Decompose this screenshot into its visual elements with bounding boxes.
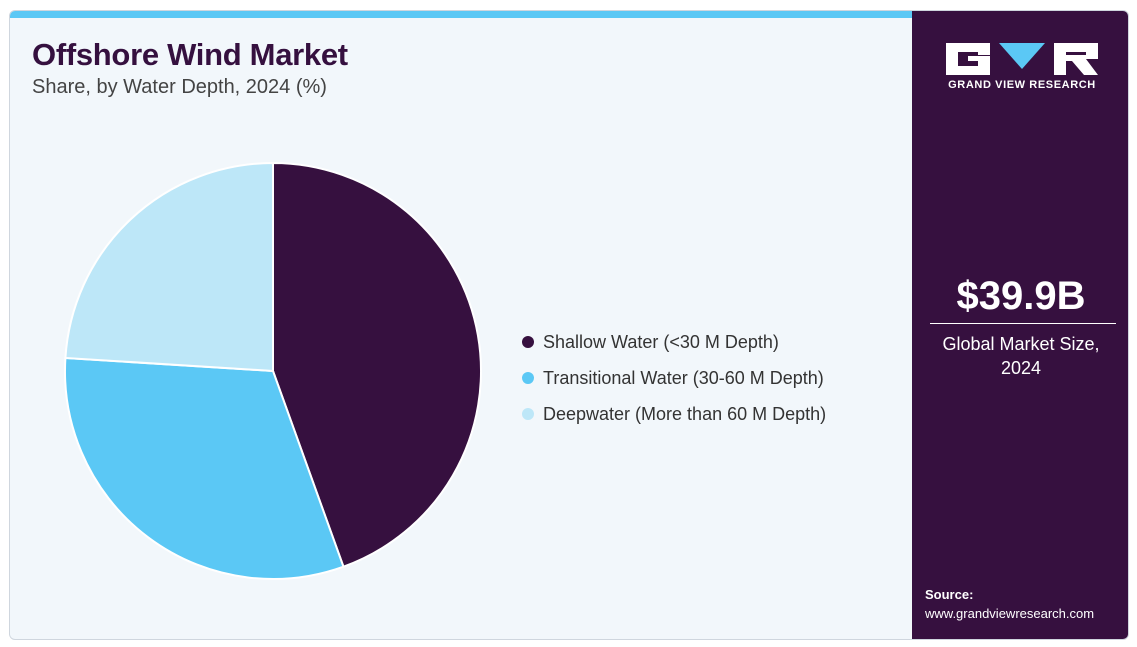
pie-chart — [64, 161, 482, 580]
legend-marker-deepwater — [522, 408, 534, 420]
logo-mark-icon — [946, 43, 1098, 75]
legend-label-shallow: Shallow Water (<30 M Depth) — [543, 331, 779, 352]
source-link[interactable]: www.grandviewresearch.com — [925, 606, 1095, 621]
market-size-label: Global Market Size, 2024 — [942, 334, 1100, 378]
chart-card: Offshore Wind Market Share, by Water Dep… — [9, 10, 1129, 640]
brand-logo: GRAND VIEW RESEARCH — [944, 41, 1100, 101]
legend-item-transitional: Transitional Water (30-60 M Depth) — [522, 360, 826, 396]
legend-marker-shallow — [522, 336, 534, 348]
summary-panel: GRAND VIEW RESEARCH $39.9B Global Market… — [912, 11, 1128, 639]
chart-title: Offshore Wind Market — [32, 37, 348, 72]
divider — [930, 323, 1116, 324]
chart-subtitle: Share, by Water Depth, 2024 (%) — [32, 76, 327, 98]
legend-label-transitional: Transitional Water (30-60 M Depth) — [543, 367, 824, 388]
legend-label-deepwater: Deepwater (More than 60 M Depth) — [543, 403, 827, 424]
accent-bar — [10, 11, 912, 18]
pie-slice-shallow — [272, 161, 482, 568]
pie-slice-deepwater — [64, 161, 274, 373]
pie-slice-transitional — [64, 356, 345, 580]
legend-item-shallow: Shallow Water (<30 M Depth) — [522, 324, 826, 360]
legend-marker-transitional — [522, 372, 534, 384]
legend-item-deepwater: Deepwater (More than 60 M Depth) — [522, 396, 826, 432]
legend: Shallow Water (<30 M Depth) Transitional… — [522, 324, 826, 432]
brand-name: GRAND VIEW RESEARCH — [948, 79, 1096, 91]
market-size-value: $39.9B — [956, 274, 1086, 318]
source-label: Source: — [925, 587, 974, 602]
